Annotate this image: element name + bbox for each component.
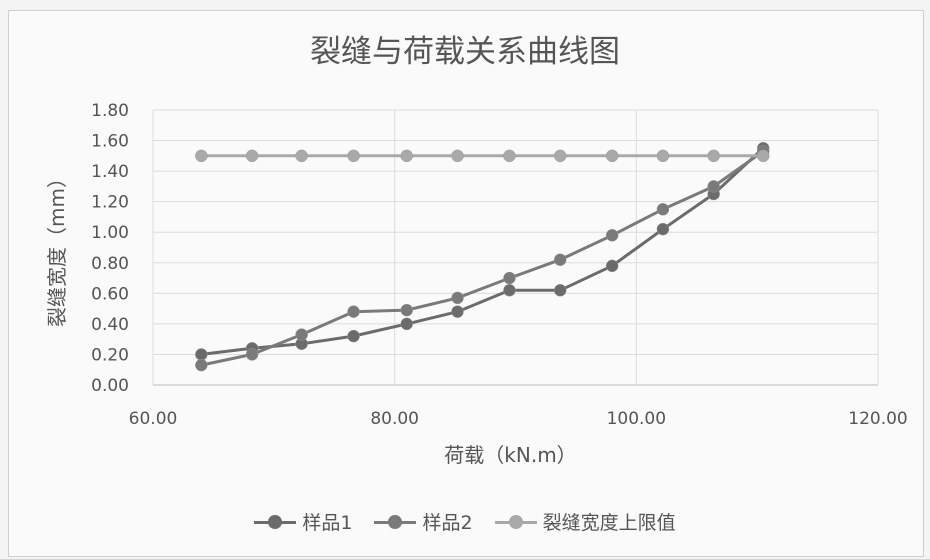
y-axis-label: 裂缝宽度（mm） [45, 168, 69, 327]
y-tick-label: 0.60 [91, 284, 129, 304]
data-point [347, 305, 360, 318]
y-tick-label: 1.60 [91, 132, 129, 152]
data-point [503, 284, 516, 297]
x-tick-label: 80.00 [370, 409, 419, 429]
x-tick-label: 60.00 [129, 409, 178, 429]
y-tick-label: 0.80 [91, 254, 129, 274]
data-point [553, 284, 567, 297]
x-tick-label: 100.00 [607, 409, 666, 429]
data-point [347, 329, 360, 343]
data-point [707, 149, 720, 163]
x-tick-label: 120.00 [848, 409, 907, 429]
y-tick-label: 0.20 [91, 345, 129, 365]
data-point [400, 303, 413, 317]
y-tick-label: 0.40 [91, 315, 129, 335]
legend-item: 裂缝宽度上限值 [494, 508, 676, 535]
data-point [295, 149, 308, 163]
y-tick-label: 1.80 [91, 101, 129, 121]
data-point [605, 149, 619, 163]
data-point [451, 291, 464, 305]
legend-swatch [374, 514, 417, 529]
data-point [553, 253, 567, 266]
series-line [201, 147, 765, 356]
chart-frame [8, 10, 924, 557]
data-point [195, 149, 208, 163]
data-point [656, 222, 670, 236]
legend-label: 样品2 [422, 512, 473, 534]
data-point [756, 149, 770, 163]
y-tick-label: 1.00 [91, 223, 129, 243]
data-point [656, 203, 670, 216]
legend-swatch-marker [268, 514, 283, 529]
data-point [195, 348, 208, 361]
legend-label: 裂缝宽度上限值 [542, 512, 676, 534]
data-point [195, 358, 208, 372]
data-point [245, 149, 259, 163]
data-point [605, 259, 619, 273]
data-point [295, 328, 308, 341]
data-point [605, 229, 619, 242]
y-tick-label: 1.40 [91, 162, 129, 182]
data-point [503, 149, 516, 163]
data-point [245, 348, 259, 361]
data-point [400, 149, 413, 163]
x-axis-label: 荷载（kN.m） [444, 443, 576, 467]
y-tick-label: 0.00 [91, 376, 129, 396]
data-point [347, 149, 360, 163]
legend-label: 样品1 [302, 512, 353, 534]
data-point [451, 305, 464, 318]
legend-swatch [494, 514, 537, 529]
data-point [656, 149, 670, 163]
legend-swatch-marker [508, 514, 523, 529]
series-line [200, 150, 765, 367]
legend-item: 样品1 [254, 508, 352, 535]
legend: 样品1 样品2 裂缝宽度上限值 [0, 508, 930, 535]
data-point [707, 180, 720, 193]
data-point [400, 317, 413, 331]
legend-swatch [254, 514, 297, 529]
legend-swatch-marker [388, 514, 403, 529]
chart-title: 裂缝与荷载关系曲线图 [310, 34, 620, 70]
y-tick-label: 1.20 [91, 193, 129, 213]
legend-item: 样品2 [374, 508, 473, 535]
data-point [503, 271, 516, 285]
data-point [553, 149, 567, 163]
data-point [451, 149, 464, 163]
